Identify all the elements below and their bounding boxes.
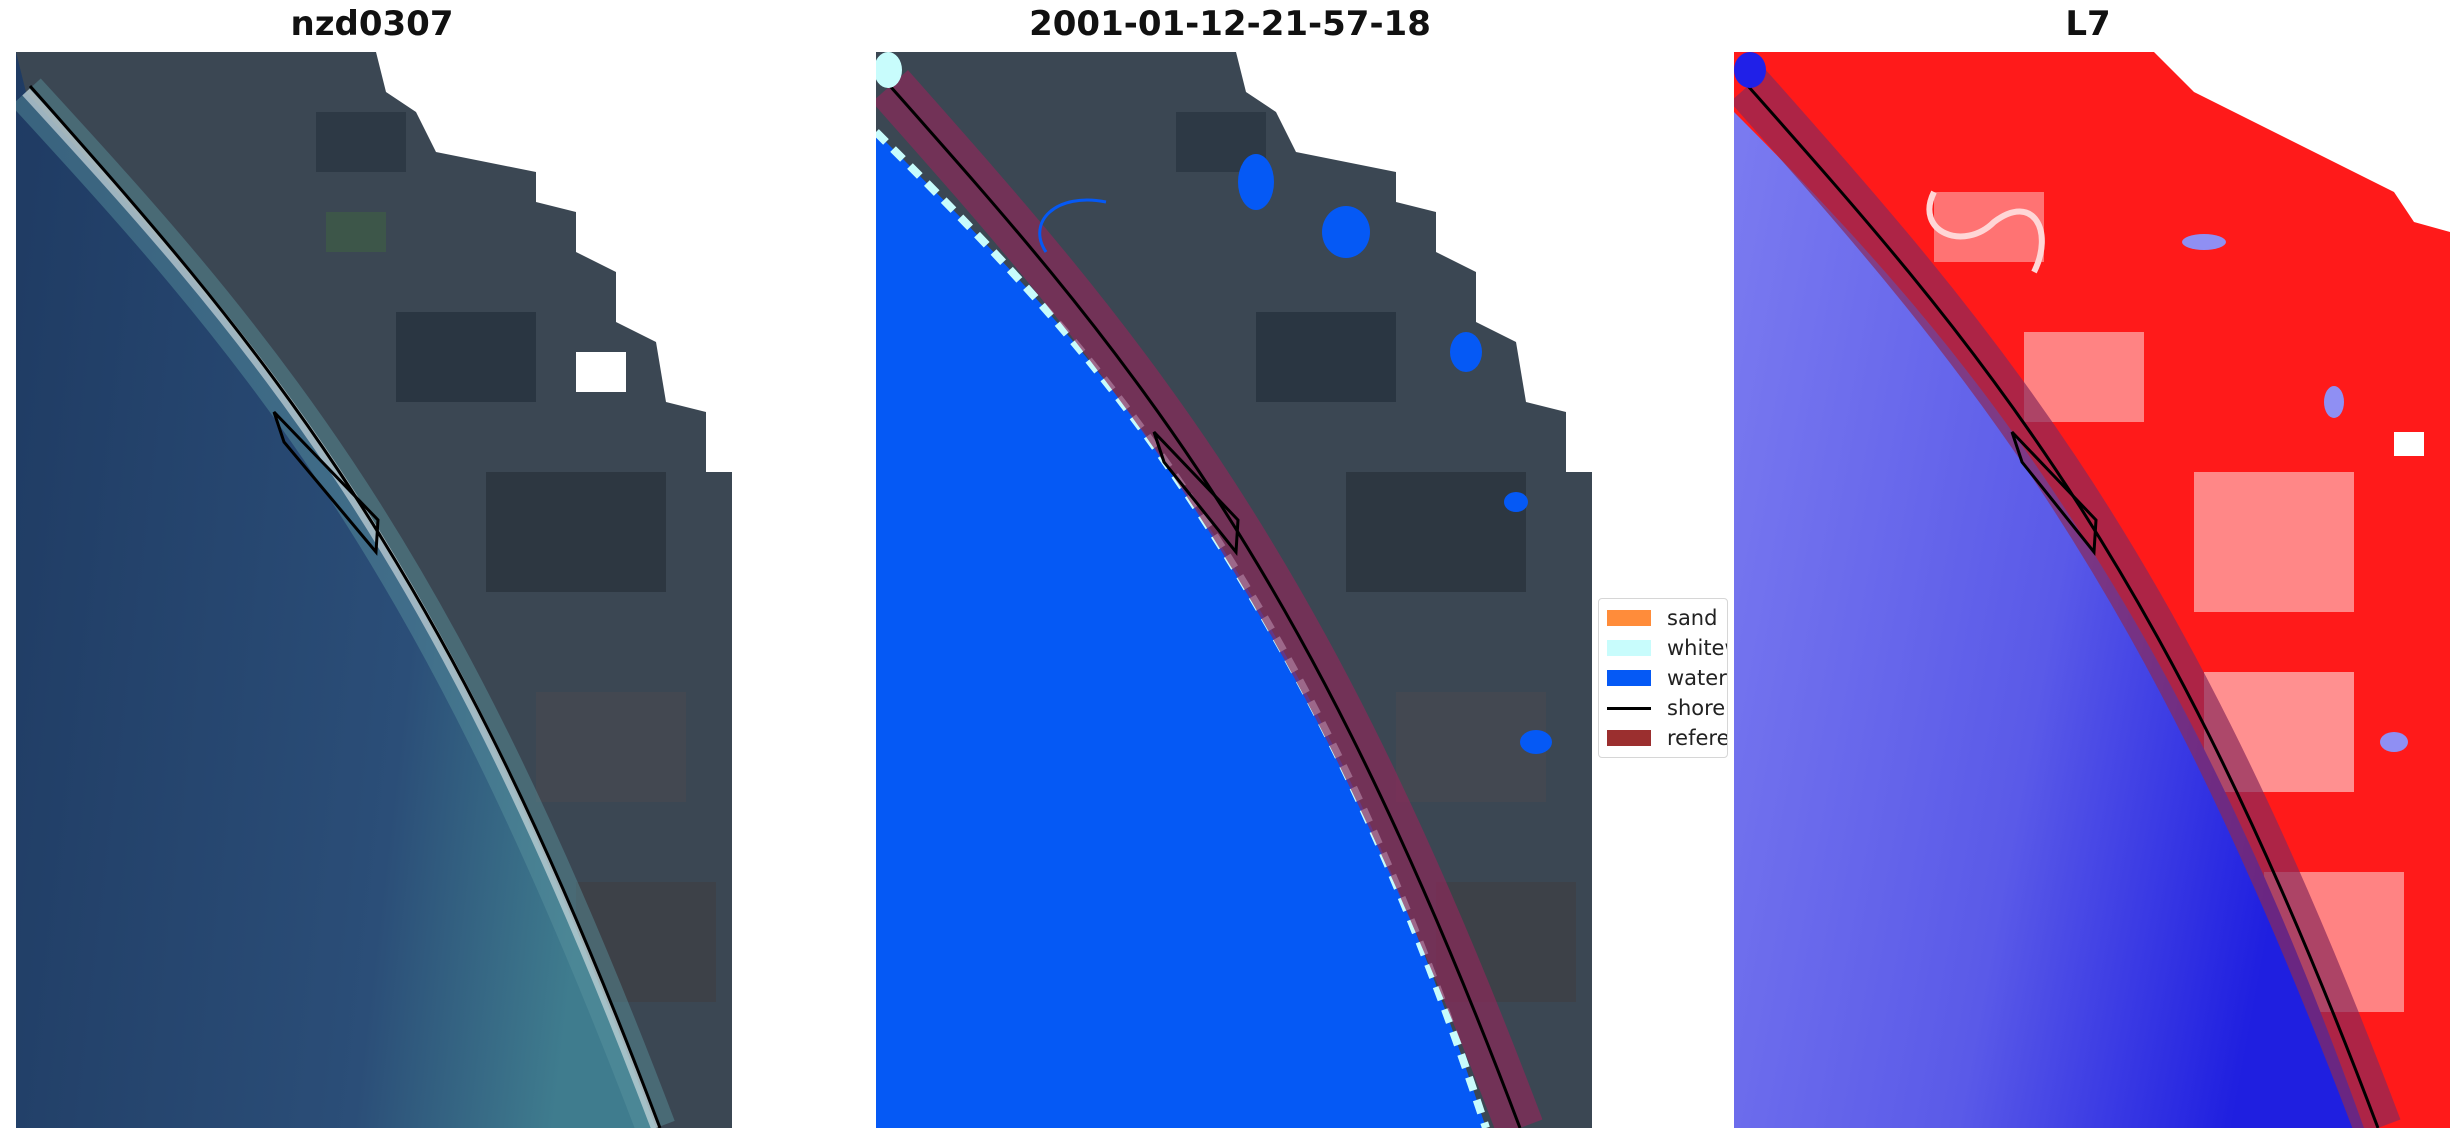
- classified-image-panel: [876, 52, 1592, 1128]
- legend-label: shoreline: [1667, 696, 1727, 720]
- index-image-panel: [1734, 52, 2450, 1128]
- legend-item-shoreline: shoreline: [1607, 695, 1727, 721]
- legend-swatch-whitewater: [1607, 640, 1651, 656]
- panel-title-rgb: nzd0307: [290, 4, 454, 44]
- legend-label: water: [1667, 666, 1727, 690]
- rgb-image-panel: [16, 52, 732, 1128]
- legend-item-buffer: reference shoreline buffer: [1607, 725, 1728, 751]
- legend-swatch-water: [1607, 670, 1651, 686]
- legend-swatch-buffer: [1607, 730, 1651, 746]
- legend-swatch-sand: [1607, 610, 1651, 626]
- legend-item-sand: sand: [1607, 605, 1717, 631]
- panel-title-index: L7: [2065, 4, 2111, 44]
- legend-label: sand: [1667, 606, 1718, 630]
- legend-item-water: water: [1607, 665, 1727, 691]
- classified-image: [876, 52, 1592, 1128]
- panel-title-classified: 2001-01-12-21-57-18: [1029, 4, 1431, 44]
- index-image: [1734, 52, 2450, 1128]
- legend-label: reference shoreline buffer: [1667, 726, 1728, 750]
- rgb-image: [16, 52, 732, 1128]
- legend-swatch-shoreline: [1607, 706, 1651, 710]
